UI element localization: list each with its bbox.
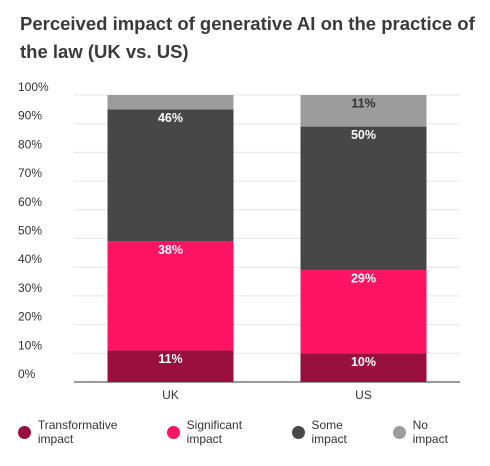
legend-item: Some impact	[291, 418, 381, 446]
y-tick-label: 40%	[18, 252, 42, 266]
bar-segment	[300, 95, 427, 127]
data-label: 38%	[158, 243, 183, 257]
legend-label: Some impact	[311, 418, 347, 446]
x-category-label: US	[355, 388, 372, 402]
data-label: 29%	[351, 272, 376, 286]
legend-swatch-icon	[18, 425, 31, 439]
y-tick-label: 60%	[18, 195, 42, 209]
y-tick-label: 90%	[18, 109, 42, 123]
y-tick-label: 70%	[18, 166, 42, 180]
bar-segment	[107, 241, 234, 351]
y-tick-label: 0%	[18, 367, 36, 381]
y-tick-label: 20%	[18, 310, 42, 324]
y-tick-label: 80%	[18, 137, 42, 151]
legend-swatch-icon	[291, 425, 305, 439]
bar-segment	[107, 109, 234, 242]
bar-segment	[300, 126, 427, 271]
legend-label: No impact	[412, 418, 448, 446]
data-label: 50%	[351, 128, 376, 142]
y-axis-tick-labels: 0% 10% 20% 30% 40% 50% 60% 70% 80% 90% 100%	[18, 80, 49, 381]
legend-swatch-icon	[166, 425, 180, 439]
legend-label: Transformative impact	[37, 418, 118, 446]
legend-label: Significant impact	[186, 418, 243, 446]
y-tick-label: 10%	[18, 338, 42, 352]
data-labels: 11% 38% 46% 10% 29% 50% 11%	[158, 97, 376, 369]
y-tick-label: 100%	[18, 80, 49, 94]
bars	[107, 95, 427, 382]
legend: Transformative impact Significant impact S…	[18, 418, 478, 446]
x-axis-category-labels: UK US	[162, 388, 372, 402]
legend-swatch-icon	[392, 425, 406, 439]
data-label: 46%	[158, 111, 183, 125]
y-tick-label: 30%	[18, 281, 42, 295]
y-tick-label: 50%	[18, 224, 42, 238]
data-label: 11%	[158, 352, 182, 366]
data-label: 11%	[351, 97, 375, 111]
chart-title: Perceived impact of generative AI on the…	[20, 13, 475, 62]
data-label: 10%	[351, 355, 376, 369]
legend-item: Transformative impact	[18, 418, 155, 446]
x-category-label: UK	[162, 388, 179, 402]
bar-segment	[300, 270, 427, 354]
legend-item: Significant impact	[166, 418, 280, 446]
bar-segment	[300, 353, 427, 382]
legend-item: No impact	[392, 418, 466, 446]
bar-segment	[107, 350, 234, 382]
bar-segment	[107, 95, 234, 110]
